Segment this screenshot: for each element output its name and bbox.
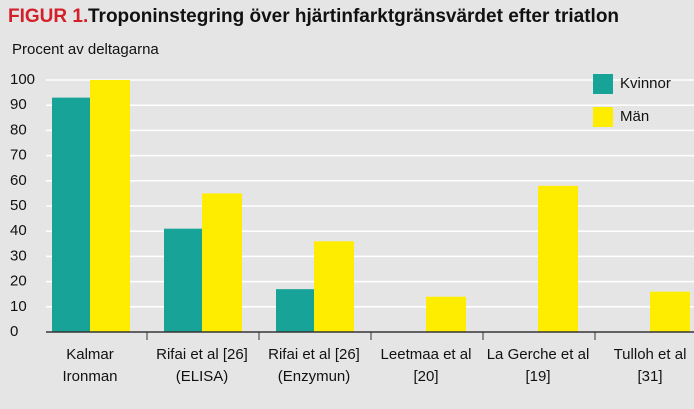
bar — [90, 80, 130, 332]
bar — [164, 228, 202, 332]
x-tick-label: Rifai et al [26] — [156, 346, 248, 363]
y-tick-label: 10 — [10, 298, 27, 315]
bar — [276, 289, 314, 332]
y-tick-label: 40 — [10, 222, 27, 239]
x-tick-label: Tulloh et al — [614, 346, 687, 363]
y-tick-label: 90 — [10, 96, 27, 113]
x-tick-label: (ELISA) — [176, 368, 229, 385]
chart-title: Troponinstegring över hjärtinfarktgränsv… — [88, 6, 619, 27]
bar — [314, 241, 354, 332]
y-tick-label: 80 — [10, 121, 27, 138]
x-tick-label: [31] — [637, 368, 662, 385]
x-tick-label: [19] — [525, 368, 550, 385]
bar — [426, 296, 466, 332]
x-tick-label: Rifai et al [26] — [268, 346, 360, 363]
bar — [650, 291, 690, 332]
x-tick-label: Kalmar — [66, 346, 114, 363]
y-tick-label: 0 — [10, 323, 18, 340]
bar — [52, 97, 90, 332]
legend-swatch — [593, 74, 613, 94]
x-tick-label: La Gerche et al — [487, 346, 590, 363]
y-tick-label: 50 — [10, 197, 27, 214]
y-tick-label: 70 — [10, 147, 27, 164]
y-tick-label: 100 — [10, 71, 35, 88]
x-tick-label: (Enzymun) — [278, 368, 351, 385]
figure-label: FIGUR 1. — [8, 6, 88, 27]
bar — [538, 185, 578, 332]
legend-label: Män — [620, 108, 649, 125]
bar — [202, 193, 242, 332]
x-tick-label: Ironman — [62, 368, 117, 385]
y-axis-label: Procent av deltagarna — [12, 41, 159, 58]
y-tick-label: 60 — [10, 172, 27, 189]
y-tick-label: 20 — [10, 273, 27, 290]
x-tick-label: Leetmaa et al — [381, 346, 472, 363]
legend-label: Kvinnor — [620, 75, 671, 92]
legend-swatch — [593, 107, 613, 127]
x-tick-label: [20] — [413, 368, 438, 385]
y-tick-label: 30 — [10, 247, 27, 264]
